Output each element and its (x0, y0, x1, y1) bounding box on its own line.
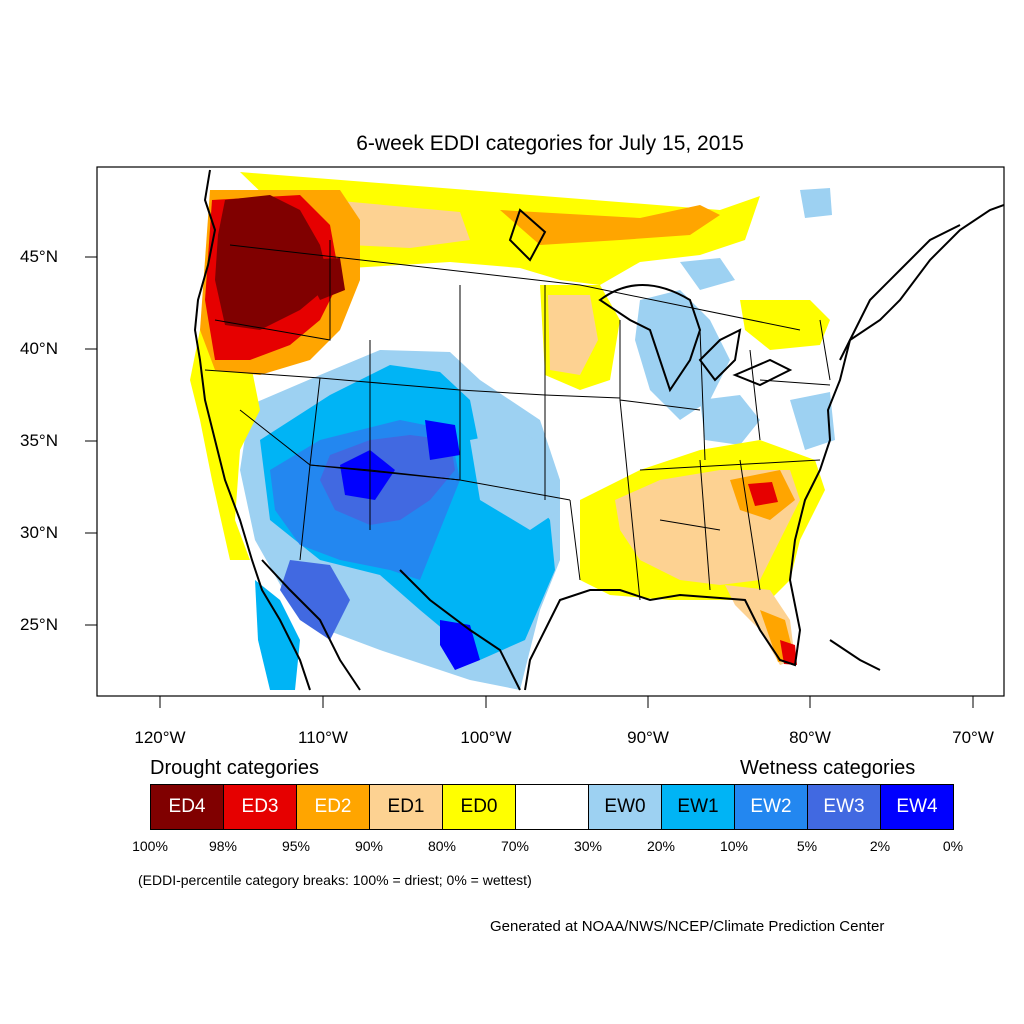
legend-break-label: 100% (132, 838, 168, 854)
wet-ew0-quebec (800, 188, 832, 218)
wet-ew3-mexico (280, 560, 350, 640)
map-frame (96, 166, 1005, 697)
map-title: 6-week EDDI categories for July 15, 2015 (356, 132, 744, 155)
legend-break-label: 80% (427, 838, 457, 854)
dry-ed3-georgia (748, 482, 778, 506)
credit-line: Generated at NOAA/NWS/NCEP/Climate Predi… (490, 918, 885, 935)
dry-ed4-idaho (300, 258, 345, 300)
dry-ed1-minnesota (548, 295, 598, 375)
coastlines (193, 169, 1004, 691)
lat-label-25: 25°N (20, 615, 58, 634)
wet-ew4-mexico (440, 620, 480, 670)
legend-break-label: 2% (869, 838, 891, 854)
wet-ew0-kansas (470, 430, 560, 530)
wet-ew0-canada (680, 258, 735, 290)
legend-box-ed1: ED1 (369, 784, 443, 830)
lon-label-100: 100°W (460, 728, 512, 747)
legend-break-label: 10% (719, 838, 749, 854)
lat-label-30: 30°N (20, 523, 58, 542)
wet-ew0-ohio (700, 395, 760, 445)
lon-label-90: 90°W (627, 728, 669, 747)
legend-box-ed0: ED0 (442, 784, 516, 830)
legend-box-ew3: EW3 (807, 784, 881, 830)
map-area (190, 169, 1004, 696)
state-borders (204, 240, 831, 601)
lat-label-45: 45°N (20, 247, 58, 266)
dry-ed1-montana (330, 200, 470, 248)
legend-box-ew0: EW0 (588, 784, 662, 830)
lon-label-110: 110°W (298, 728, 348, 747)
wetness-heading: Wetness categories (740, 757, 916, 779)
lon-label-70: 70°W (952, 728, 994, 747)
lon-label-120: 120°W (134, 728, 186, 747)
legend-break-label: 98% (208, 838, 238, 854)
dry-ed0-west-coast (190, 330, 260, 560)
lat-label-35: 35°N (20, 431, 58, 450)
lat-label-40: 40°N (20, 339, 58, 358)
legend-break-label: 30% (573, 838, 603, 854)
dry-ed0-michigan (740, 300, 830, 350)
drought-heading: Drought categories (150, 757, 319, 779)
category-note: (EDDI-percentile category breaks: 100% =… (138, 872, 532, 888)
legend-box-ed4: ED4 (150, 784, 224, 830)
wet-ew4-east-colorado (425, 420, 460, 460)
legend-box-neutral (515, 784, 589, 830)
legend-break-label: 20% (646, 838, 676, 854)
legend-break-label: 70% (500, 838, 530, 854)
dry-ed3-florida (780, 640, 797, 665)
wet-ew0-greatlakes (635, 290, 730, 420)
legend-break-label: 0% (942, 838, 964, 854)
dry-ed2-canada (500, 205, 720, 245)
legend-break-label: 5% (796, 838, 818, 854)
dry-ed0-north (240, 172, 760, 285)
legend-break-label: 95% (281, 838, 311, 854)
legend-box-ew2: EW2 (734, 784, 808, 830)
lon-ticks (159, 696, 974, 708)
wet-ew1-baja (255, 580, 300, 690)
legend-box-ew1: EW1 (661, 784, 735, 830)
lat-ticks (85, 256, 97, 626)
legend-box-ew4: EW4 (880, 784, 954, 830)
wet-ew0-virginia (790, 392, 835, 450)
lon-label-80: 80°W (789, 728, 831, 747)
dry-ed4-northwest (215, 195, 330, 330)
legend-break-label: 90% (354, 838, 384, 854)
wet-ew4-colorado (340, 450, 395, 500)
legend-box-ed2: ED2 (296, 784, 370, 830)
legend-box-ed3: ED3 (223, 784, 297, 830)
